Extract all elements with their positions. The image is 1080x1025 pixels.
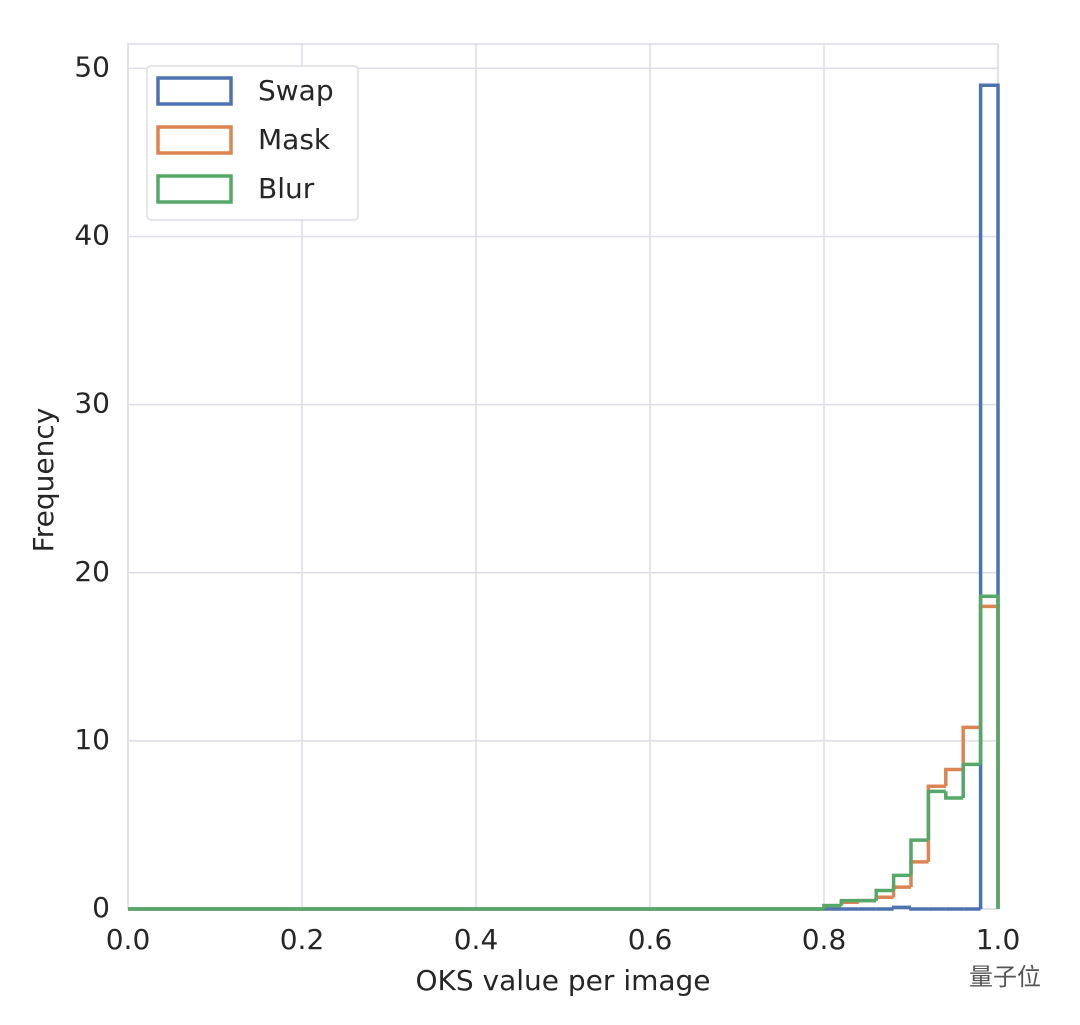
- legend-label: Blur: [258, 172, 315, 205]
- y-tick-label: 40: [74, 219, 110, 252]
- histogram-step: [874, 888, 894, 901]
- histogram-step: [961, 725, 981, 770]
- y-tick-label: 0: [92, 891, 110, 924]
- legend-swatch: [156, 125, 233, 155]
- y-tick-label: 10: [74, 723, 110, 756]
- histogram-step: [961, 762, 981, 799]
- histogram-step: [944, 767, 964, 787]
- x-tick-label: 0.2: [280, 923, 325, 956]
- y-tick-label: 50: [74, 50, 110, 83]
- x-tick-label: 0.8: [802, 923, 847, 956]
- histogram-step: [891, 873, 911, 891]
- watermark: 量子位: [969, 963, 1041, 991]
- x-tick-label: 0.6: [628, 923, 673, 956]
- y-axis-label: Frequency: [27, 408, 60, 553]
- histogram-step: [909, 907, 929, 911]
- histogram-step: [978, 83, 1000, 909]
- x-axis-label: OKS value per image: [415, 964, 710, 997]
- y-tick-label: 30: [74, 387, 110, 420]
- histogram-step: [978, 594, 1000, 909]
- series: [128, 594, 1000, 911]
- histogram-step: [926, 789, 946, 841]
- histogram-step: [839, 898, 859, 906]
- histogram-step: [891, 905, 911, 910]
- legend-swatch: [156, 174, 233, 204]
- x-tick-label: 1.0: [976, 923, 1021, 956]
- x-tick-label: 0.0: [106, 923, 151, 956]
- x-tick-label: 0.4: [454, 923, 499, 956]
- histogram-step: [822, 903, 842, 909]
- legend-swatch: [156, 76, 233, 106]
- y-tick-label: 20: [74, 555, 110, 588]
- legend-label: Mask: [258, 123, 331, 156]
- histogram-step: [944, 791, 964, 800]
- histogram-step: [909, 838, 929, 876]
- legend-label: Swap: [258, 74, 334, 107]
